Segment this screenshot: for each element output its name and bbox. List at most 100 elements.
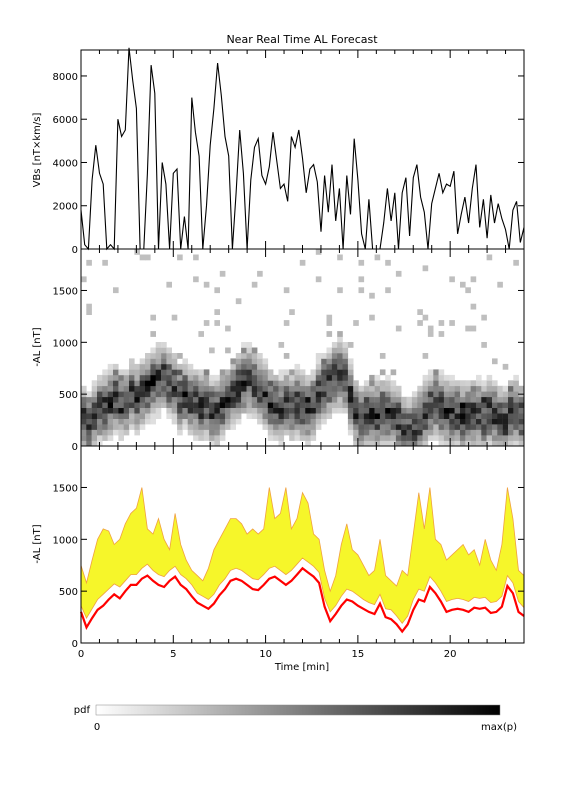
pdf-cell bbox=[315, 402, 322, 408]
pdf-cell bbox=[219, 413, 226, 419]
forecast-ytick-label: 1000 bbox=[53, 535, 78, 546]
pdf-cell bbox=[171, 418, 178, 425]
pdf-cell bbox=[278, 407, 285, 414]
pdf-cell bbox=[305, 385, 311, 392]
pdf-cell bbox=[326, 407, 333, 414]
pdf-cell bbox=[310, 380, 317, 387]
pdf-cell bbox=[454, 440, 461, 447]
pdf-cell bbox=[209, 347, 215, 354]
pdf-cell bbox=[443, 429, 450, 436]
pdf-cell bbox=[417, 440, 423, 447]
pdf-cell bbox=[449, 407, 455, 414]
pdf-cell bbox=[337, 391, 343, 398]
pdf-cell bbox=[315, 407, 322, 414]
pdf-cell bbox=[305, 413, 311, 419]
pdf-cell bbox=[139, 380, 146, 387]
pdf-cell bbox=[150, 391, 156, 398]
forecast-band bbox=[81, 487, 524, 624]
pdf-cell bbox=[166, 380, 172, 387]
pdf-cell bbox=[369, 402, 375, 408]
pdf-cell bbox=[166, 369, 172, 376]
pdf-cell bbox=[193, 374, 199, 381]
pdf-cell bbox=[326, 363, 333, 370]
pdf-cell bbox=[460, 435, 466, 441]
pdf-panel: 0 500 1000 1500 -AL [nT] bbox=[32, 248, 525, 453]
pdf-cell bbox=[363, 424, 370, 430]
pdf-cell bbox=[230, 424, 236, 430]
pdf-cell bbox=[235, 407, 242, 414]
pdf-cell bbox=[449, 374, 455, 381]
pdf-cell bbox=[145, 380, 151, 387]
pdf-cell bbox=[134, 424, 140, 430]
pdf-cell bbox=[433, 407, 439, 414]
pdf-cell bbox=[262, 385, 269, 392]
pdf-cell bbox=[342, 407, 349, 414]
pdf-cell bbox=[246, 413, 253, 419]
pdf-cell bbox=[460, 385, 466, 392]
pdf-cell bbox=[310, 396, 317, 403]
pdf-cell bbox=[379, 429, 386, 436]
pdf-cell bbox=[492, 380, 498, 387]
pdf-cell bbox=[454, 429, 461, 436]
pdf-cell bbox=[145, 402, 151, 408]
pdf-cell bbox=[203, 424, 210, 430]
pdf-cell bbox=[497, 435, 503, 441]
pdf-cell bbox=[476, 407, 482, 414]
pdf-cell bbox=[214, 396, 220, 403]
pdf-cell bbox=[305, 424, 311, 430]
pdf-cell bbox=[203, 435, 210, 441]
pdf-cell bbox=[422, 380, 429, 387]
pdf-cell bbox=[310, 429, 317, 436]
pdf-cell bbox=[161, 374, 167, 381]
pdf-cell bbox=[385, 407, 391, 414]
pdf-cell bbox=[363, 413, 370, 419]
forecast-xtick-label: 15 bbox=[352, 649, 365, 660]
pdf-cell bbox=[289, 429, 295, 436]
pdf-cell bbox=[246, 396, 253, 403]
pdf-cell bbox=[331, 380, 338, 387]
pdf-cell bbox=[331, 402, 338, 408]
pdf-cell bbox=[353, 418, 359, 425]
pdf-cell bbox=[182, 385, 188, 392]
pdf-cell bbox=[454, 407, 461, 414]
pdf-cell bbox=[289, 407, 295, 414]
pdf-cell bbox=[97, 385, 103, 392]
pdf-cell bbox=[278, 396, 285, 403]
pdf-cell bbox=[433, 402, 439, 408]
vbs-ytick-label: 6000 bbox=[53, 115, 78, 126]
pdf-cell bbox=[150, 396, 156, 403]
pdf-cell bbox=[502, 363, 509, 370]
pdf-cell bbox=[230, 358, 236, 365]
forecast-xtick-label: 20 bbox=[444, 649, 457, 660]
pdf-cell bbox=[81, 407, 87, 414]
pdf-cell bbox=[97, 391, 103, 398]
pdf-cell bbox=[155, 363, 162, 370]
pdf-cell bbox=[481, 380, 487, 387]
pdf-cell bbox=[513, 407, 519, 414]
pdf-cell bbox=[273, 429, 279, 436]
pdf-cell bbox=[363, 402, 370, 408]
pdf-cell bbox=[305, 440, 311, 447]
pdf-cell bbox=[155, 342, 162, 348]
pdf-cell bbox=[91, 424, 98, 430]
pdf-cell bbox=[310, 413, 317, 419]
pdf-cell bbox=[241, 396, 247, 403]
pdf-cell bbox=[193, 413, 199, 419]
pdf-cell bbox=[289, 385, 295, 392]
pdf-cell bbox=[107, 435, 114, 441]
pdf-cell bbox=[454, 380, 461, 387]
pdf-cell bbox=[331, 347, 338, 354]
pdf-cell bbox=[374, 418, 381, 425]
pdf-cell bbox=[369, 380, 375, 387]
pdf-cell bbox=[347, 429, 354, 436]
pdf-cell bbox=[460, 380, 466, 387]
pdf-cell bbox=[492, 429, 498, 436]
pdf-cell bbox=[315, 391, 322, 398]
pdf-cell bbox=[145, 353, 151, 359]
pdf-cell bbox=[198, 429, 204, 436]
pdf-cell bbox=[241, 342, 247, 348]
pdf-cell bbox=[145, 374, 151, 381]
vbs-panel: 0 2000 4000 6000 8000 VBs [nT×km/s] bbox=[32, 47, 525, 256]
pdf-cell bbox=[465, 385, 471, 392]
pdf-cell bbox=[470, 325, 477, 332]
